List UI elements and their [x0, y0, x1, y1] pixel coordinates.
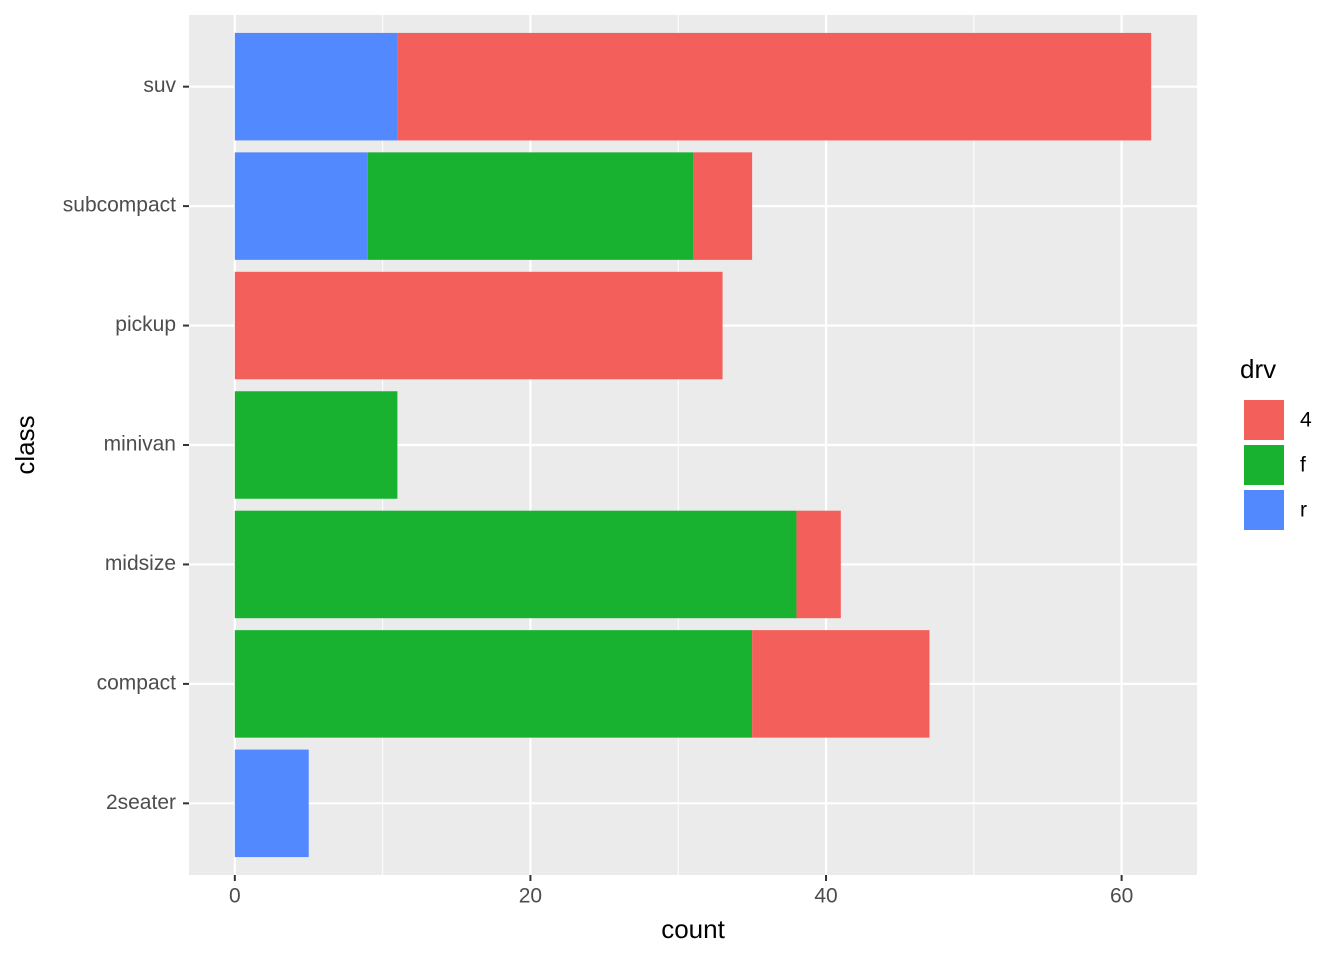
x-tick-label: 0: [229, 885, 241, 908]
legend-label: 4: [1300, 409, 1312, 432]
bar-segment: [234, 32, 398, 141]
legend: drv 4 fr: [1240, 354, 1312, 532]
bar-segment: [234, 630, 753, 738]
bar-segment: [397, 32, 1152, 141]
bar-segment: [367, 152, 693, 260]
axes: 0 20 40 60 2seater compact midsize minivan picku…: [63, 74, 1134, 907]
bars: [234, 32, 1152, 858]
y-tick-label: pickup: [115, 313, 176, 336]
bar-segment: [234, 271, 723, 380]
bar-segment: [234, 391, 398, 499]
x-tick-label: 20: [519, 885, 542, 908]
x-axis-title: count: [661, 914, 725, 944]
bar-segment: [752, 630, 930, 738]
bar-segment: [693, 152, 753, 260]
y-tick-label: midsize: [105, 552, 176, 575]
legend-label: r: [1300, 499, 1307, 522]
bar-segment: [234, 510, 797, 619]
bar-segment: [234, 152, 368, 260]
y-tick-label: 2seater: [106, 791, 176, 814]
x-tick-label: 40: [814, 885, 837, 908]
y-tick-label: subcompact: [63, 194, 176, 217]
y-tick-label: compact: [97, 671, 177, 694]
legend-key: [1242, 443, 1286, 487]
legend-key: [1242, 488, 1286, 532]
bar-segment: [796, 510, 841, 619]
legend-key: [1242, 398, 1286, 442]
x-tick-label: 60: [1110, 885, 1133, 908]
legend-label: f: [1300, 454, 1306, 477]
bar-segment: [234, 749, 309, 858]
y-axis-title: class: [10, 415, 40, 474]
y-tick-label: minivan: [104, 433, 176, 456]
y-tick-label: suv: [143, 74, 176, 97]
legend-title: drv: [1240, 354, 1276, 384]
